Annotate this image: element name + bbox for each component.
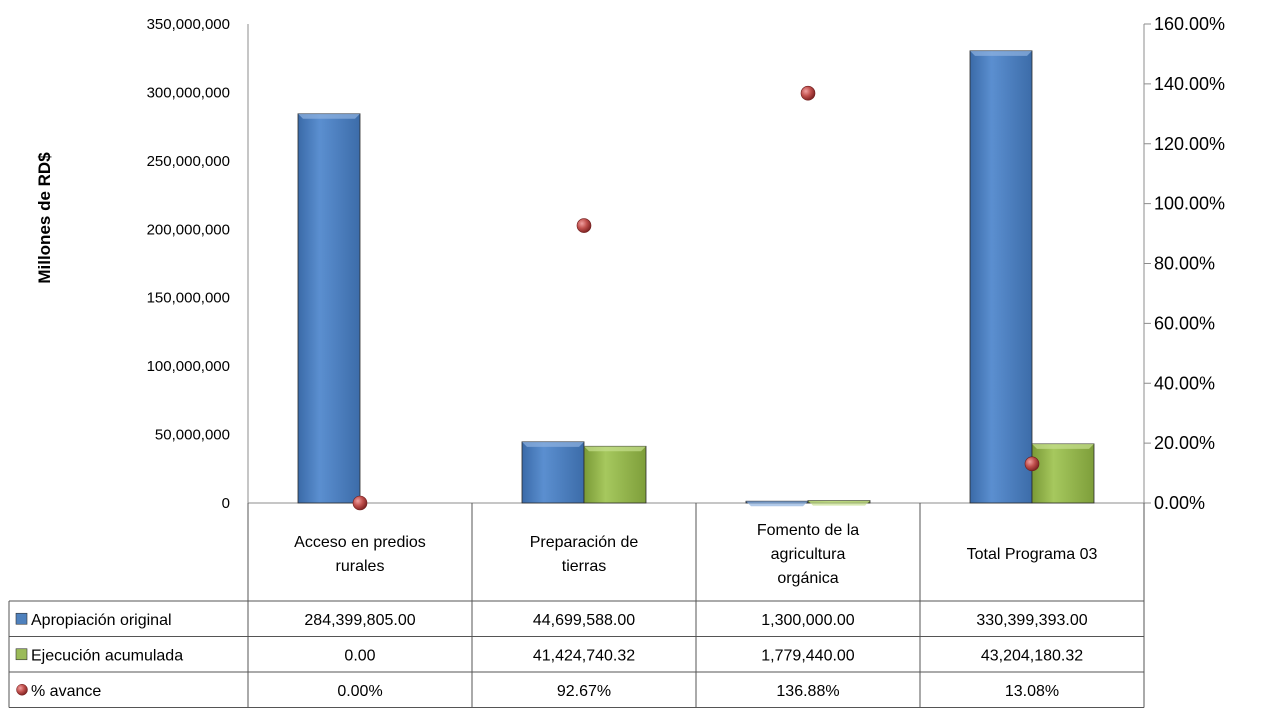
series-name: % avance — [31, 683, 101, 700]
legend-key — [15, 648, 28, 661]
bar-top — [522, 441, 584, 447]
data-point — [1024, 456, 1040, 472]
data-table: Acceso en predios rurales Preparación de ti… — [8, 503, 1145, 708]
category-label: Preparación de — [530, 534, 639, 551]
y-tick-label: 200,000,000 — [147, 221, 230, 238]
points — [352, 85, 1040, 511]
table-cell: 92.67% — [557, 683, 611, 700]
bar — [297, 113, 361, 504]
category-label: orgánica — [777, 570, 838, 587]
bar-top — [584, 446, 646, 452]
bars — [297, 50, 1095, 507]
y2-tick-label: 20.00% — [1154, 433, 1215, 453]
y-tick-label: 50,000,000 — [155, 427, 230, 444]
category-label: Fomento de la — [757, 522, 859, 539]
bar-top — [1032, 443, 1094, 449]
y-tick-label: 100,000,000 — [147, 358, 230, 375]
y2-tick-label: 160.00% — [1154, 14, 1225, 34]
bar-top — [746, 501, 808, 507]
table-cell: 43,204,180.32 — [981, 647, 1083, 664]
legend-key — [15, 612, 28, 625]
bar — [969, 50, 1033, 504]
bar — [1031, 443, 1095, 504]
category-label: agricultura — [771, 546, 846, 563]
table-cell: 1,779,440.00 — [761, 647, 855, 664]
table-cell: 13.08% — [1005, 683, 1059, 700]
bar — [583, 445, 647, 504]
legend-key — [16, 684, 28, 696]
series-name: Ejecución acumulada — [31, 647, 183, 664]
table-cell: 1,300,000.00 — [761, 612, 855, 629]
bar-top — [298, 113, 360, 119]
series-name: Apropiación original — [31, 612, 172, 629]
category-label: Acceso en predios — [294, 534, 426, 551]
y-tick-label: 150,000,000 — [147, 290, 230, 307]
bar-top — [970, 50, 1032, 56]
y2-tick-label: 40.00% — [1154, 373, 1215, 393]
table-cell: 0.00 — [344, 647, 375, 664]
table-cell: 44,699,588.00 — [533, 612, 635, 629]
table-cell: 41,424,740.32 — [533, 647, 635, 664]
y2-tick-label: 100.00% — [1154, 194, 1225, 214]
category-label: tierras — [562, 558, 606, 575]
data-point — [352, 495, 368, 511]
y2-tick-label: 80.00% — [1154, 254, 1215, 274]
data-point — [800, 85, 816, 101]
bar — [521, 441, 585, 504]
y-tick-label: 300,000,000 — [147, 84, 230, 101]
y-tick-label: 250,000,000 — [147, 153, 230, 170]
table-cell: 284,399,805.00 — [304, 612, 415, 629]
table-cell: 330,399,393.00 — [976, 612, 1087, 629]
y-tick-label: 0 — [222, 495, 230, 512]
table-cell: 0.00% — [337, 683, 382, 700]
category-label: rurales — [336, 558, 385, 575]
y2-tick-label: 140.00% — [1154, 74, 1225, 94]
y-tick-label: 350,000,000 — [147, 16, 230, 33]
y2-tick-label: 0.00% — [1154, 493, 1205, 513]
y2-tick-label: 120.00% — [1154, 134, 1225, 154]
data-point — [576, 218, 592, 233]
category-label: Total Programa 03 — [967, 546, 1098, 563]
y-axis-title: Millones de RD$ — [35, 152, 54, 284]
table-cell: 136.88% — [776, 683, 839, 700]
bar-top — [808, 500, 870, 506]
y2-tick-label: 60.00% — [1154, 313, 1215, 333]
